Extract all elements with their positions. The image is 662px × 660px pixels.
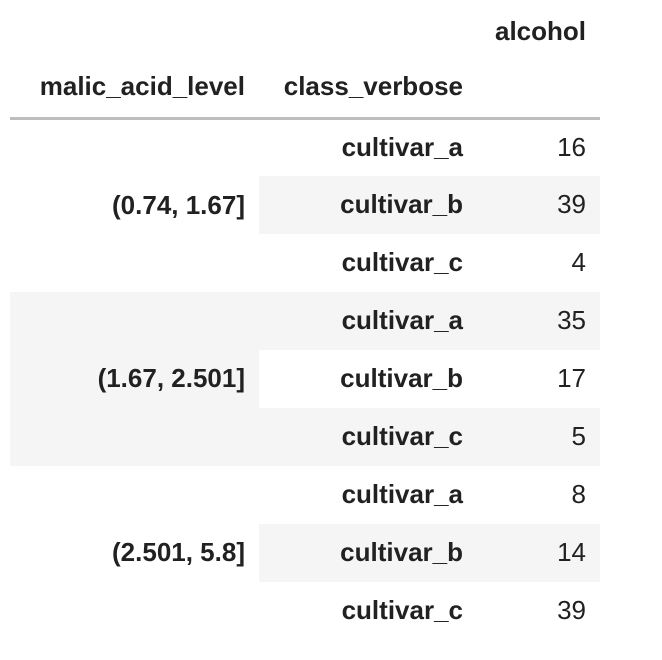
- class-index-cell: cultivar_b: [340, 363, 463, 394]
- table-row: cultivar_c 39: [10, 582, 600, 640]
- value-cell: 17: [557, 363, 586, 394]
- index-header-malic-acid-level: malic_acid_level: [10, 56, 259, 120]
- blank-header-cell: [259, 8, 477, 56]
- table-row: cultivar_b 14: [10, 524, 600, 582]
- blank-header-cell: [477, 56, 600, 120]
- value-cell: 39: [557, 595, 586, 626]
- class-index-cell: cultivar_c: [259, 408, 477, 466]
- value-cell: 14: [477, 524, 600, 582]
- value-cell: 5: [477, 408, 600, 466]
- value-cell: 8: [571, 479, 586, 510]
- blank-header-cell: [10, 8, 259, 56]
- class-index-cell: cultivar_a: [341, 132, 463, 163]
- group-index-cell: (0.74, 1.67]: [112, 190, 245, 221]
- table-row: (2.501, 5.8] cultivar_a 8: [10, 466, 600, 567]
- class-index-cell: cultivar_a: [341, 479, 463, 510]
- table-row: (0.74, 1.67] cultivar_a 16: [10, 118, 600, 220]
- value-cell: 35: [477, 292, 600, 350]
- index-names-row: malic_acid_level class_verbose: [10, 56, 600, 120]
- table-body: (0.74, 1.67] cultivar_a 16 cultivar_b 39…: [10, 118, 600, 640]
- table-row: cultivar_b 39: [10, 176, 600, 234]
- class-index-cell: cultivar_b: [259, 524, 477, 582]
- value-cell: 16: [557, 132, 586, 163]
- index-header-class-verbose: class_verbose: [259, 56, 477, 120]
- class-index-cell: cultivar_c: [341, 247, 463, 278]
- class-index-cell: cultivar_c: [341, 595, 463, 626]
- notebook-output: alcohol malic_acid_level class_verbose (…: [0, 8, 662, 660]
- value-cell: 4: [571, 247, 586, 278]
- class-index-cell: cultivar_b: [259, 176, 477, 234]
- value-cell: 39: [477, 176, 600, 234]
- dataframe-table: alcohol malic_acid_level class_verbose (…: [10, 8, 600, 640]
- table-row: cultivar_c 5: [10, 408, 600, 466]
- column-header-alcohol: alcohol: [494, 16, 586, 47]
- group-index-cell: (1.67, 2.501]: [10, 292, 259, 466]
- columns-header-row: alcohol: [10, 8, 600, 56]
- class-index-cell: cultivar_a: [259, 292, 477, 350]
- table-row: (1.67, 2.501] cultivar_a 35: [10, 292, 600, 466]
- table-row: cultivar_c 4: [10, 234, 600, 292]
- group-index-cell: (2.501, 5.8]: [112, 537, 245, 568]
- table-row: cultivar_b 17: [10, 350, 600, 408]
- table-header: alcohol malic_acid_level class_verbose: [10, 8, 600, 120]
